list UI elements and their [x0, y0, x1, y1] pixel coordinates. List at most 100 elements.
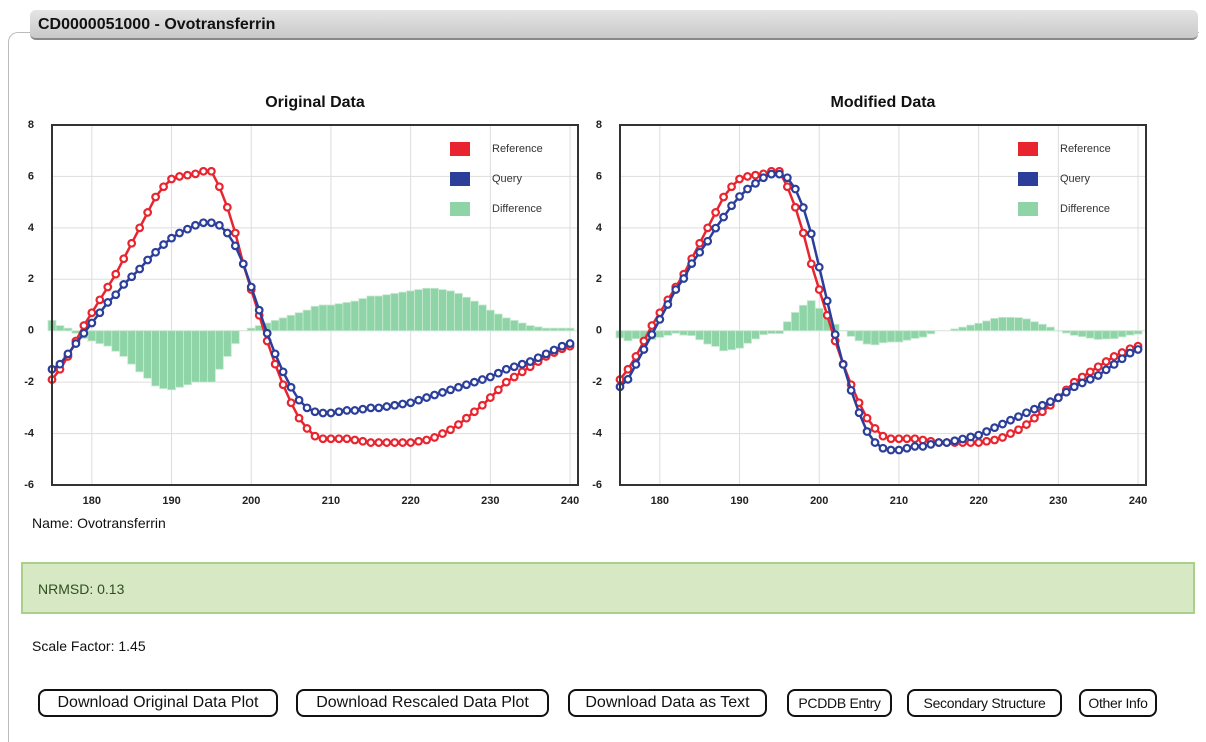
y-tick-label: -6	[592, 479, 602, 491]
data-point	[975, 439, 982, 446]
data-point	[455, 384, 462, 391]
difference-bar	[518, 323, 526, 331]
data-point	[864, 415, 871, 422]
difference-bar	[207, 331, 215, 382]
data-point	[1103, 367, 1110, 374]
data-point	[1087, 376, 1094, 383]
button[interactable]: PCDDB Entry	[787, 689, 892, 717]
data-point	[152, 194, 159, 201]
data-point	[256, 307, 263, 314]
difference-bar	[752, 331, 760, 339]
difference-bar	[454, 293, 462, 330]
data-point	[511, 363, 518, 370]
data-point	[104, 284, 111, 291]
data-point	[808, 261, 815, 268]
button[interactable]: Other Info	[1079, 689, 1157, 717]
data-point	[160, 241, 167, 248]
difference-bar	[486, 310, 494, 331]
data-point	[784, 183, 791, 190]
data-point	[112, 291, 119, 298]
data-point	[97, 309, 104, 316]
difference-bar	[247, 328, 255, 331]
data-point	[344, 407, 351, 414]
difference-bar	[895, 331, 903, 342]
data-point	[184, 172, 191, 179]
data-point	[431, 434, 438, 441]
data-point	[312, 433, 319, 440]
data-point	[192, 171, 199, 178]
difference-bar	[478, 305, 486, 331]
data-point	[519, 369, 526, 376]
difference-bar	[550, 328, 558, 331]
legend-label: Query	[1060, 173, 1090, 185]
data-point	[232, 243, 239, 250]
data-point	[216, 222, 223, 229]
data-point	[1031, 406, 1038, 413]
button[interactable]: Download Data as Text	[568, 689, 767, 717]
data-point	[904, 435, 911, 442]
data-point	[696, 240, 703, 247]
data-point	[407, 439, 414, 446]
data-point	[912, 435, 919, 442]
data-point	[272, 351, 279, 358]
difference-bar	[359, 299, 367, 331]
difference-bar	[855, 331, 863, 341]
data-point	[888, 435, 895, 442]
data-point	[896, 435, 903, 442]
y-tick-label: 6	[28, 170, 34, 182]
difference-bar	[728, 331, 736, 350]
difference-bar	[287, 315, 295, 330]
y-tick-label: 4	[596, 222, 603, 234]
data-point	[800, 204, 807, 211]
data-point	[625, 366, 632, 373]
difference-bar	[736, 331, 744, 348]
data-point	[423, 437, 430, 444]
data-point	[912, 443, 919, 450]
button[interactable]: Download Rescaled Data Plot	[296, 689, 549, 717]
difference-bar	[295, 313, 303, 331]
data-point	[97, 297, 104, 304]
data-point	[232, 230, 239, 237]
difference-bar	[367, 296, 375, 331]
data-point	[479, 376, 486, 383]
data-point	[320, 435, 327, 442]
difference-bar	[911, 331, 919, 339]
button[interactable]: Secondary Structure	[907, 689, 1062, 717]
difference-bar	[510, 320, 518, 330]
data-point	[1055, 395, 1062, 402]
x-tick-label: 220	[401, 495, 419, 505]
data-point	[439, 389, 446, 396]
data-point	[872, 439, 879, 446]
data-point	[1015, 413, 1022, 420]
data-point	[920, 443, 927, 450]
difference-bar	[863, 331, 871, 344]
data-point	[704, 225, 711, 232]
data-point	[720, 194, 727, 201]
data-point	[792, 186, 799, 193]
data-point	[880, 433, 887, 440]
data-point	[312, 408, 319, 415]
data-point	[399, 401, 406, 408]
x-tick-label: 230	[1049, 495, 1067, 505]
data-point	[880, 445, 887, 452]
data-point	[856, 409, 863, 416]
scale-factor: Scale Factor: 1.45	[32, 638, 146, 654]
data-point	[120, 281, 127, 288]
difference-bar	[879, 331, 887, 343]
x-tick-label: 210	[322, 495, 340, 505]
data-point	[625, 376, 632, 383]
difference-bar	[160, 331, 168, 389]
difference-bar	[199, 331, 207, 382]
difference-bar	[279, 318, 287, 331]
data-point	[200, 168, 207, 175]
data-point	[224, 204, 231, 211]
data-point	[736, 193, 743, 200]
data-point	[399, 439, 406, 446]
button[interactable]: Download Original Data Plot	[38, 689, 278, 717]
difference-bar	[184, 331, 192, 385]
difference-bar	[1086, 331, 1094, 338]
data-point	[832, 331, 839, 338]
difference-bar	[871, 331, 879, 345]
difference-bar	[375, 296, 383, 331]
